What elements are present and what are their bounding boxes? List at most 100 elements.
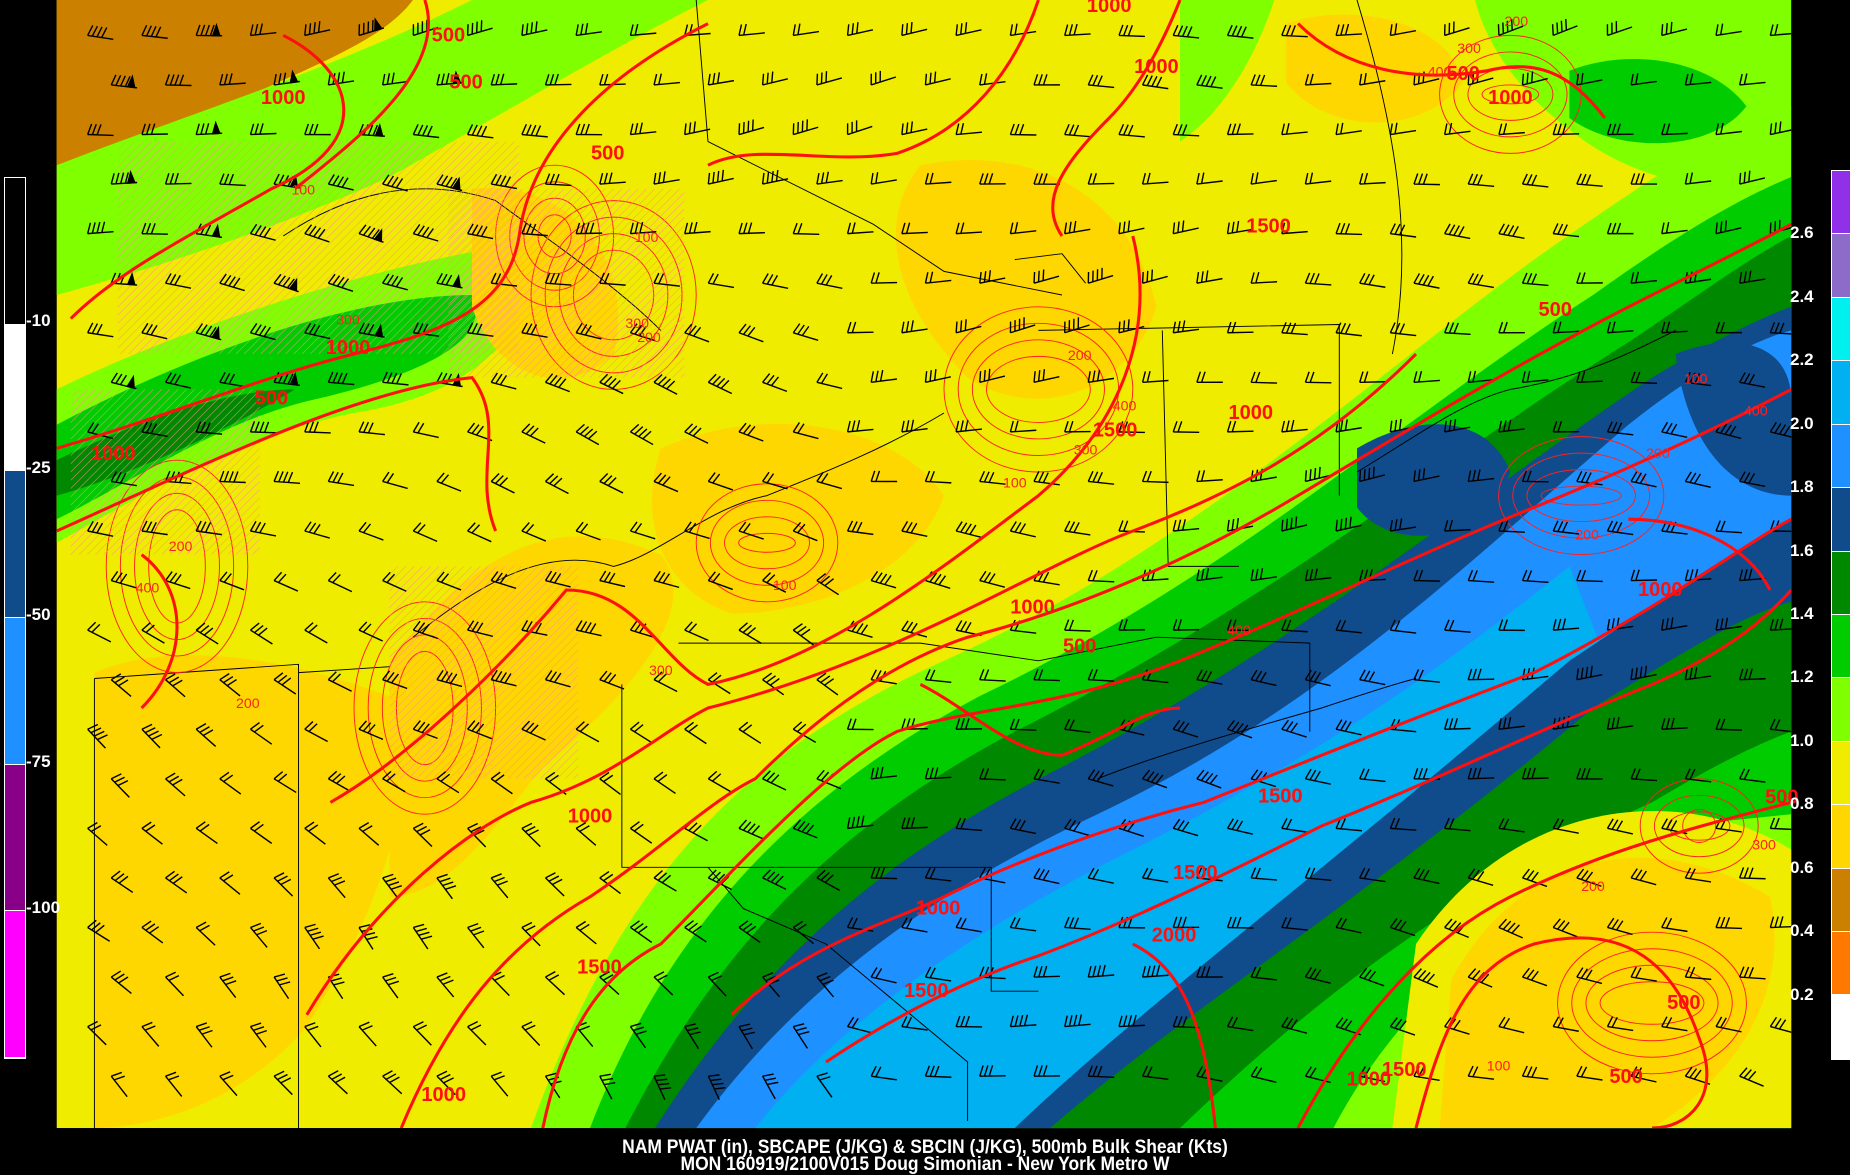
wind-barb [141,421,168,437]
wind-barb [1196,669,1223,685]
wind-barb [870,967,897,984]
wind-barb [1064,520,1091,536]
wind-barb [141,322,168,340]
cin-contour [709,499,825,586]
wind-barb [653,472,679,493]
wind-barb [684,1023,701,1050]
wind-barb [436,873,457,900]
wind-barb [1226,24,1254,39]
wind-barb [846,120,873,136]
wind-barb [1172,619,1200,631]
wind-barb [1739,471,1766,488]
wind-barb [1552,520,1580,535]
wind-barb [1389,918,1416,937]
wind-barb [1551,18,1578,37]
wind-barb [870,867,898,880]
wind-barb [249,23,277,37]
cape-contours [56,0,1792,1129]
wind-barb [846,22,874,37]
wind-barb [141,821,163,845]
wind-barb [1196,769,1222,789]
wind-barb [1498,619,1525,632]
cin-hatch-line [310,144,520,355]
wind-barb [1226,916,1254,929]
wind-barb [1087,769,1114,787]
wind-barb [1715,520,1743,534]
colorbar-swatch [1832,297,1850,362]
cin-hatch-line [540,233,685,378]
wind-barb [382,371,409,386]
wind-barb [1552,321,1580,334]
cin-hatch-line [448,188,548,289]
cin-hatch-line [448,188,523,264]
wind-barb [924,71,951,86]
wind-barb [684,521,710,540]
wind-barb [1552,223,1580,238]
wind-barb [273,771,297,794]
wind-barb [1141,470,1169,484]
wind-barb [490,669,517,687]
cin-contour [1498,436,1665,556]
wind-barb [382,471,408,490]
wind-barb [412,19,439,37]
wind-barb [955,419,983,433]
wind-barb [1769,817,1792,831]
wind-barb [1521,173,1549,188]
cin-hatch-line [334,169,520,355]
colorbar-swatch [1832,551,1850,615]
cin-hatch-line [631,324,685,378]
wind-barb [1552,918,1578,938]
cin-hatch-line [507,707,579,780]
wind-barb [1281,419,1308,433]
cin-hatch-line [117,141,292,316]
wind-barb [924,669,952,684]
wind-barb [1281,1016,1308,1034]
wind-barb [1087,867,1114,884]
cin-contour [1540,485,1622,506]
wind-barb [738,222,765,235]
wind-barb [141,24,168,39]
cin-hatch-line [117,141,152,175]
wind-barb [1444,223,1471,240]
cin-hatch-line [389,566,431,608]
cin-contour [1439,34,1582,154]
wind-barb [1033,269,1060,284]
wind-barb [575,620,602,637]
wind-barb [1606,222,1634,235]
wind-barb [762,972,781,998]
pwat-label: 0.6 [1790,857,1814,877]
wind-barb [1335,222,1363,236]
wind-barb [1196,74,1223,89]
wind-barb [467,422,493,442]
wind-barb [575,920,597,945]
wind-barb [521,322,548,338]
pwat-label: 1.8 [1790,477,1814,497]
wind-barb [1226,1016,1254,1032]
cin-contour-label: 300 [1074,442,1098,458]
wind-barb [955,319,982,334]
wind-barb [219,273,245,292]
wind-barb [1172,421,1200,434]
wind-barb [1606,1016,1634,1032]
cape-contour-label: 500 [432,24,465,46]
wind-barb [955,718,983,730]
wind-barb [164,172,192,185]
cin-hatch-line [531,732,579,780]
wind-barb [1521,967,1548,987]
wind-barb [1443,718,1471,730]
cape-contour-label: 1000 [421,1084,466,1106]
wind-barb [358,521,384,541]
wind-barb [1606,123,1634,136]
wind-barb [1172,220,1199,235]
wind-barb [1033,1065,1060,1077]
pwat-label: 1.4 [1790,604,1814,623]
wind-barb [1389,322,1417,337]
cin-contour-label: 400 [1744,403,1768,419]
wind-barb [358,720,384,741]
wind-barb [327,1070,348,1095]
wind-barb [901,917,928,933]
wind-barb [219,1071,238,1097]
wind-barb [979,768,1006,781]
wind-barb [1443,519,1471,532]
cin-hatch-line [169,141,383,355]
